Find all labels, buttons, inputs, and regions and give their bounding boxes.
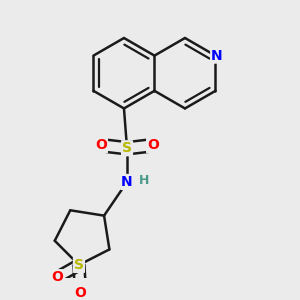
Text: O: O xyxy=(52,270,63,284)
Text: O: O xyxy=(147,138,159,152)
Text: O: O xyxy=(95,138,107,152)
Text: O: O xyxy=(74,286,86,299)
Text: H: H xyxy=(139,174,149,187)
Text: N: N xyxy=(211,49,223,63)
Text: S: S xyxy=(122,141,132,155)
Text: S: S xyxy=(74,258,84,272)
Text: N: N xyxy=(121,175,133,189)
